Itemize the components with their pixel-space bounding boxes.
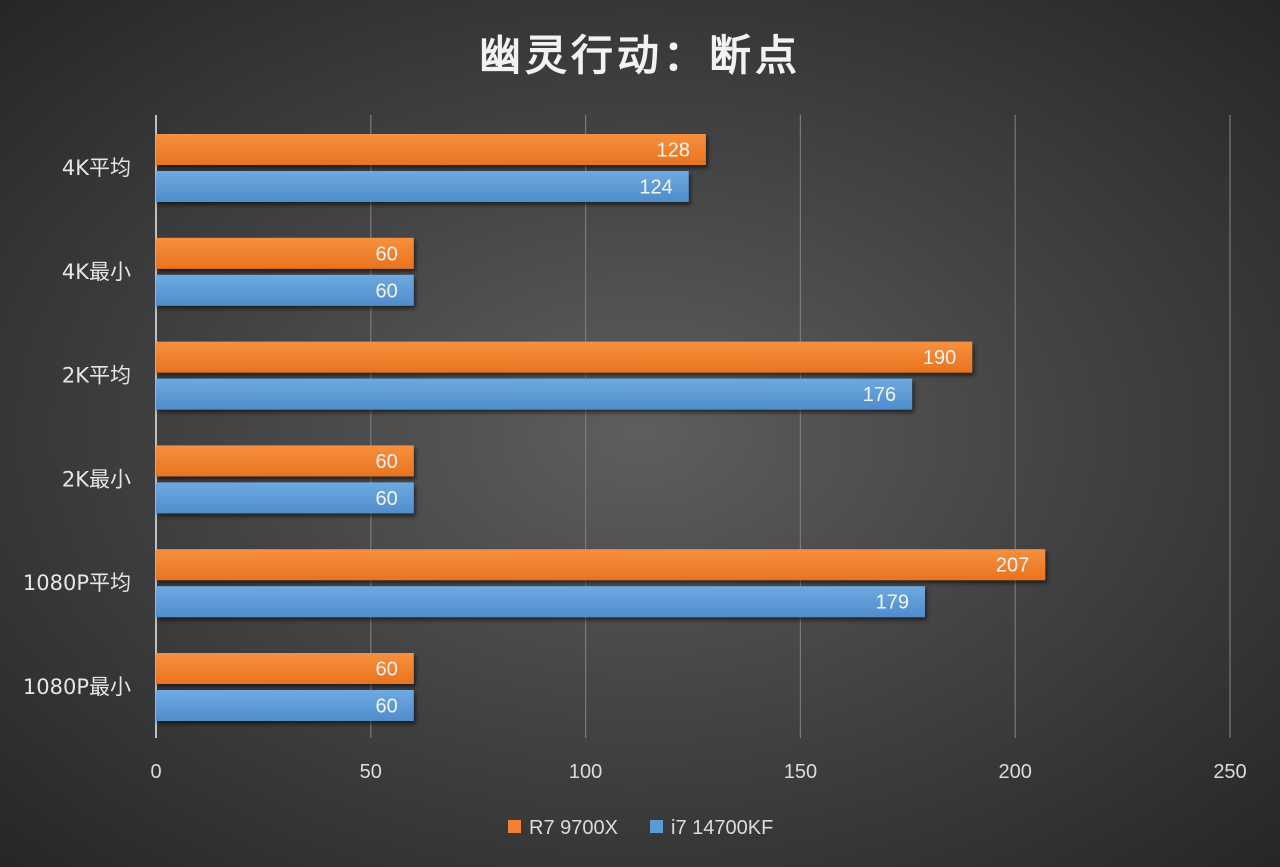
data-label: 124 (639, 177, 672, 199)
legend-label: i7 14700KF (671, 817, 773, 839)
data-label: 60 (376, 488, 398, 510)
legend-swatch (508, 820, 521, 833)
bar-i7-14700kf (156, 482, 414, 514)
chart-title: 幽灵行动：断点 (478, 31, 801, 80)
data-label: 179 (876, 592, 909, 614)
bar-i7-14700kf (156, 171, 689, 202)
y-category-label: 1080P平均 (23, 571, 131, 595)
legend-swatch (650, 820, 663, 833)
bar-i7-14700kf (156, 378, 913, 410)
bar-i7-14700kf (156, 586, 925, 618)
data-label: 60 (376, 280, 398, 302)
data-label: 60 (376, 696, 398, 718)
x-tick-label: 0 (150, 761, 161, 783)
data-label: 60 (376, 451, 398, 473)
y-category-label: 2K最小 (62, 467, 131, 491)
data-label: 207 (996, 555, 1029, 577)
y-category-label: 2K平均 (62, 364, 131, 388)
data-label: 60 (376, 243, 398, 265)
bar-r7-9700x (156, 445, 414, 477)
y-category-label: 1080P最小 (23, 675, 131, 699)
y-category-label: 4K平均 (62, 156, 131, 180)
x-tick-label: 50 (360, 761, 382, 783)
data-label: 60 (376, 659, 398, 681)
bar-r7-9700x (156, 549, 1046, 581)
x-tick-label: 250 (1213, 761, 1246, 783)
bar-i7-14700kf (156, 274, 414, 306)
bar-r7-9700x (156, 341, 973, 373)
data-label: 128 (657, 140, 690, 162)
x-tick-label: 150 (784, 761, 817, 783)
bar-r7-9700x (156, 237, 414, 269)
y-category-label: 4K最小 (62, 260, 131, 284)
data-label: 190 (923, 347, 956, 369)
data-label: 176 (863, 384, 896, 406)
bar-i7-14700kf (156, 690, 414, 721)
legend-label: R7 9700X (529, 817, 618, 839)
x-tick-label: 200 (999, 761, 1032, 783)
x-tick-label: 100 (569, 761, 602, 783)
bar-r7-9700x (156, 653, 414, 684)
bar-r7-9700x (156, 134, 706, 165)
